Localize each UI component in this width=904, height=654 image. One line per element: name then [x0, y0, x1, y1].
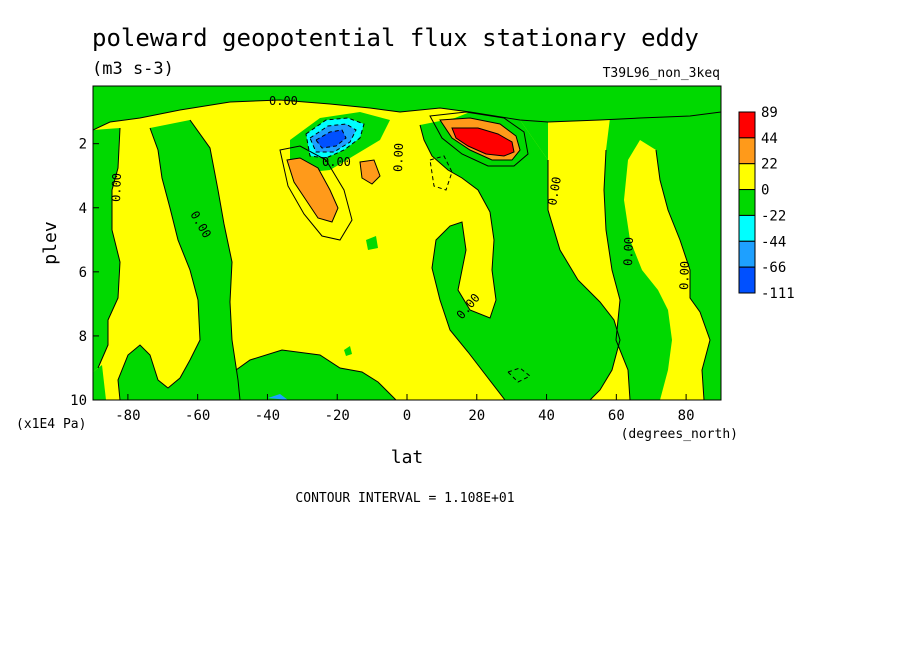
- contour-label: 0.00: [545, 176, 564, 207]
- y-tick-label: 2: [79, 137, 87, 153]
- colorbar-label: 44: [761, 131, 778, 147]
- colorbar-label: 22: [761, 157, 778, 173]
- y-axis-label: plev: [40, 221, 61, 264]
- x-tick-label: 40: [538, 408, 555, 424]
- colorbar-label: -66: [761, 260, 786, 276]
- y-tick-label: 4: [79, 201, 87, 217]
- chart-units: (m3 s-3): [92, 59, 174, 79]
- dataset-label: T39L96_non_3keq: [603, 66, 720, 81]
- colorbar-swatch: [738, 266, 756, 294]
- colorbar-label: -44: [761, 234, 786, 250]
- contour-label: 0.00: [677, 261, 692, 290]
- x-tick-label: 0: [403, 408, 411, 424]
- contour-lines: [93, 99, 721, 400]
- colorbar-swatch: [738, 111, 756, 139]
- contour-label: 0.00: [322, 155, 351, 169]
- colorbar-swatch: [738, 137, 756, 165]
- x-tick-label: -80: [115, 408, 140, 424]
- colorbar-swatch: [738, 163, 756, 191]
- contour-label: 0.00: [391, 143, 406, 172]
- contour-label: 0.00: [269, 94, 298, 108]
- x-tick-label: -40: [255, 408, 280, 424]
- y-tick-label: 10: [70, 393, 87, 409]
- colorbar-swatch: [738, 214, 756, 242]
- x-axis-label: lat: [391, 447, 424, 468]
- field-negative-small: [268, 394, 288, 400]
- contour-label: 0.00: [109, 173, 124, 202]
- colorbar-swatch: [738, 189, 756, 216]
- colorbar-label: 0: [761, 183, 769, 199]
- colorbar: 89 44 22 0 -22 -44 -66 -111: [738, 105, 795, 302]
- x-tick-label: -60: [185, 408, 210, 424]
- heatmap-field: 0.00 0.00 0.00 0.00 0.00 0.00 0.00 0.00 …: [93, 86, 721, 400]
- y-tick-label: 6: [79, 265, 87, 281]
- x-axis: -80 -60 -40 -20 0 20 40 60 80: [115, 394, 695, 424]
- colorbar-label: -111: [761, 286, 795, 302]
- y-axis-units: (x1E4 Pa): [16, 417, 86, 432]
- field-positive-44: [452, 128, 514, 156]
- chart-title: poleward geopotential flux stationary ed…: [92, 24, 699, 52]
- contour-interval: CONTOUR INTERVAL = 1.108E+01: [295, 491, 514, 506]
- x-tick-label: 20: [468, 408, 485, 424]
- contour-label: 0.00: [621, 237, 636, 266]
- colorbar-swatch: [738, 240, 756, 268]
- field-negative-center: [306, 118, 364, 158]
- x-axis-units: (degrees_north): [621, 427, 738, 442]
- x-tick-label: 80: [678, 408, 695, 424]
- y-tick-label: 8: [79, 329, 87, 345]
- y-axis: 2 4 6 8 10: [70, 137, 99, 409]
- x-tick-label: -20: [325, 408, 350, 424]
- x-tick-label: 60: [608, 408, 625, 424]
- colorbar-label: -22: [761, 208, 786, 224]
- colorbar-label: 89: [761, 105, 778, 121]
